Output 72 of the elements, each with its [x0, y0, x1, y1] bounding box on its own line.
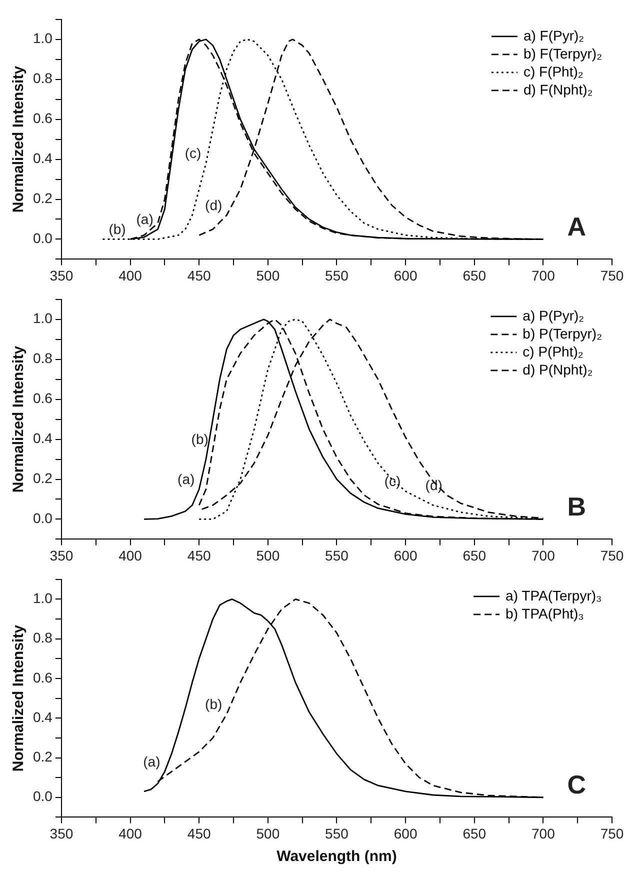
- annotation: C: [567, 770, 586, 800]
- x-tick-label: 350: [50, 267, 74, 284]
- annotation: A: [567, 211, 586, 242]
- y-tick-label: 0.0: [32, 230, 53, 246]
- x-tick-label: 700: [532, 825, 556, 842]
- x-tick-label: 350: [50, 547, 74, 564]
- y-tick-label: 0.6: [32, 390, 53, 406]
- y-tick-label: 0.6: [32, 669, 53, 686]
- legend-label: a) TPA(Terpyr)₃: [506, 587, 602, 604]
- annotation: (a): [136, 211, 154, 228]
- x-tick-label: 750: [600, 825, 624, 842]
- annotation: (b): [108, 221, 126, 238]
- x-tick-label: 550: [325, 547, 349, 564]
- y-tick-label: 0.2: [32, 190, 53, 206]
- annotation: (c): [384, 473, 401, 490]
- legend-label: d) F(Npht)₂: [523, 81, 593, 98]
- x-tick-label: 400: [118, 267, 142, 284]
- y-axis-title: Normalized Intensity: [10, 65, 28, 213]
- y-tick-label: 0.8: [32, 630, 53, 646]
- annotation: (c): [184, 145, 202, 162]
- x-tick-label: 600: [394, 547, 418, 564]
- x-tick-label: 400: [118, 547, 142, 564]
- y-tick-label: 0.4: [32, 150, 53, 166]
- x-tick-label: 650: [462, 547, 486, 564]
- x-tick-label: 750: [600, 267, 624, 284]
- annotation: (a): [178, 471, 195, 488]
- x-tick-label: 550: [325, 825, 349, 842]
- x-tick-label: 650: [462, 267, 486, 284]
- y-axis-title: Normalized Intensity: [10, 345, 28, 493]
- x-tick-label: 500: [256, 547, 280, 564]
- annotation: (d): [425, 477, 442, 494]
- y-tick-label: 0.4: [32, 430, 53, 446]
- legend-label: c) P(Pht)₂: [522, 343, 584, 360]
- x-tick-label: 650: [462, 825, 486, 842]
- y-tick-label: 0.8: [32, 350, 53, 366]
- x-tick-label: 350: [50, 825, 74, 842]
- legend-label: a) P(Pyr)₂: [522, 307, 584, 324]
- y-tick-label: 0.4: [32, 708, 53, 725]
- x-tick-label: 550: [325, 267, 349, 284]
- x-tick-label: 450: [187, 547, 211, 564]
- x-tick-label: 500: [256, 267, 280, 284]
- y-tick-label: 1.0: [32, 30, 53, 46]
- legend-label: b) F(Terpyr)₂: [523, 45, 602, 62]
- x-tick-label: 700: [532, 267, 556, 284]
- y-tick-label: 0.0: [32, 510, 53, 526]
- x-tick-label: 450: [187, 267, 211, 284]
- legend-label: c) F(Pht)₂: [523, 63, 584, 80]
- x-tick-label: 450: [187, 825, 211, 842]
- x-tick-label: 400: [118, 825, 142, 842]
- y-tick-label: 0.2: [32, 470, 53, 486]
- annotation: (d): [205, 197, 222, 214]
- y-tick-label: 0.0: [32, 788, 53, 804]
- y-axis-title: Normalized Intensity: [10, 624, 28, 772]
- annotation: (b): [205, 696, 222, 712]
- legend-label: b) TPA(Pht)₃: [506, 605, 584, 622]
- y-tick-label: 0.6: [32, 110, 53, 126]
- x-tick-label: 500: [256, 825, 280, 842]
- y-tick-label: 0.8: [32, 70, 53, 86]
- x-tick-label: 700: [532, 547, 556, 564]
- x-tick-label: 750: [600, 547, 624, 564]
- annotation: B: [567, 491, 586, 522]
- y-tick-label: 0.2: [32, 748, 53, 765]
- annotation: (b): [191, 431, 208, 448]
- legend-label: b) P(Terpyr)₂: [522, 325, 602, 342]
- y-tick-label: 1.0: [32, 590, 53, 606]
- x-axis-title: Wavelength (nm): [276, 848, 397, 866]
- y-tick-label: 1.0: [32, 310, 53, 326]
- legend-label: a) F(Pyr)₂: [523, 27, 584, 44]
- x-tick-label: 600: [394, 267, 418, 284]
- legend-label: d) P(Npht)₂: [522, 361, 593, 378]
- annotation: (a): [143, 753, 160, 770]
- x-tick-label: 600: [394, 825, 418, 842]
